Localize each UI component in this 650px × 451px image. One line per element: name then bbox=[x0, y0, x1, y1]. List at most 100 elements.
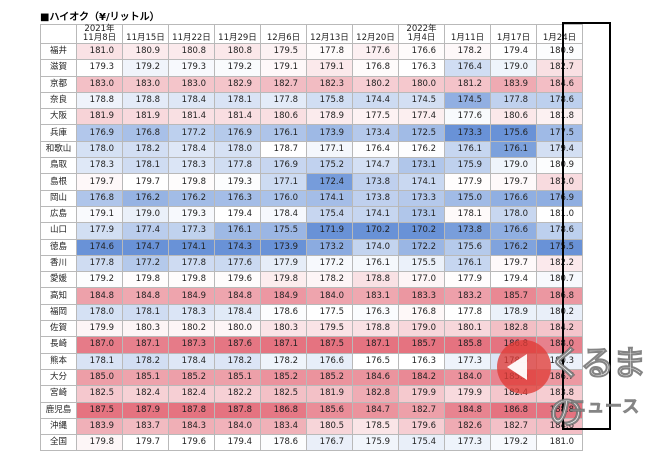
price-cell: 176.9 bbox=[214, 124, 261, 142]
price-cell: 180.7 bbox=[536, 271, 583, 289]
price-cell: 185.0 bbox=[76, 368, 123, 387]
prefecture-cell: 沖縄 bbox=[40, 417, 77, 436]
price-cell: 179.6 bbox=[214, 271, 261, 289]
price-cell: 176.2 bbox=[122, 189, 169, 207]
prefecture-cell: 京都 bbox=[40, 75, 77, 93]
price-cell: 184.3 bbox=[168, 417, 215, 436]
price-cell: 187.6 bbox=[214, 336, 261, 354]
column-header: 12月6日 bbox=[260, 24, 307, 44]
price-cell: 177.2 bbox=[306, 254, 353, 273]
price-cell: 180.2 bbox=[536, 303, 583, 322]
price-cell: 175.6 bbox=[490, 124, 537, 142]
price-cell: 177.2 bbox=[168, 124, 215, 142]
price-cell: 179.4 bbox=[214, 434, 261, 451]
price-cell: 179.0 bbox=[490, 59, 537, 77]
price-cell: 178.0 bbox=[76, 140, 123, 159]
price-cell: 179.1 bbox=[76, 205, 123, 224]
column-year: 2022年 bbox=[406, 24, 437, 34]
price-cell: 181.2 bbox=[444, 75, 491, 93]
table-row: 佐賀 179.9 180.3 180.2 180.0 180.3 179.5 178.8 179… bbox=[40, 320, 583, 338]
table-row: 大分 185.0 185.1 185.2 185.1 185.2 185.2 184.6 184… bbox=[40, 368, 583, 387]
price-cell: 187.1 bbox=[352, 336, 399, 354]
price-cell: 176.3 bbox=[214, 189, 261, 207]
price-cell: 179.2 bbox=[122, 59, 169, 77]
price-cell: 178.3 bbox=[76, 157, 123, 175]
price-cell: 177.8 bbox=[214, 157, 261, 175]
column-header: 12月20日 bbox=[352, 24, 399, 44]
price-cell: 187.5 bbox=[306, 336, 353, 354]
price-cell: 181.4 bbox=[214, 108, 261, 126]
price-cell: 176.7 bbox=[306, 434, 353, 451]
price-cell: 180.2 bbox=[168, 320, 215, 338]
price-cell: 173.1 bbox=[398, 205, 445, 224]
prefecture-cell: 鳥取 bbox=[40, 157, 77, 175]
table-row: 和歌山 178.0 178.2 178.4 178.0 178.7 177.1 176.4 17… bbox=[40, 140, 583, 159]
price-cell: 178.6 bbox=[260, 303, 307, 322]
price-cell: 179.3 bbox=[76, 59, 123, 77]
price-cell: 173.4 bbox=[352, 124, 399, 142]
column-header: 12月13日 bbox=[306, 24, 353, 44]
price-cell: 185.2 bbox=[306, 368, 353, 387]
prefecture-cell: 全国 bbox=[40, 434, 77, 451]
price-cell: 177.8 bbox=[168, 254, 215, 273]
price-cell: 176.1 bbox=[260, 124, 307, 142]
table-row: 奈良 178.8 178.8 178.4 178.1 177.8 175.8 174.4 174… bbox=[40, 91, 583, 110]
price-cell: 177.8 bbox=[76, 254, 123, 273]
table-row: 全国 179.8 179.7 179.6 179.4 178.6 176.7 175.9 175… bbox=[40, 434, 583, 451]
prefecture-cell: 岡山 bbox=[40, 189, 77, 207]
price-cell: 187.8 bbox=[214, 401, 261, 419]
column-date: 1月17日 bbox=[496, 33, 531, 43]
price-cell: 173.9 bbox=[306, 124, 353, 142]
price-cell: 179.6 bbox=[398, 417, 445, 436]
price-cell: 179.8 bbox=[122, 271, 169, 289]
price-cell: 175.5 bbox=[398, 254, 445, 273]
price-cell: 182.2 bbox=[536, 254, 583, 273]
price-cell: 179.6 bbox=[168, 434, 215, 451]
column-date: 11月29日 bbox=[218, 33, 257, 43]
price-cell: 176.8 bbox=[352, 59, 399, 77]
price-cell: 178.2 bbox=[260, 352, 307, 370]
price-cell: 178.8 bbox=[76, 91, 123, 110]
price-cell: 182.6 bbox=[444, 417, 491, 436]
price-cell: 177.3 bbox=[444, 352, 491, 370]
price-cell: 179.0 bbox=[122, 205, 169, 224]
price-cell: 178.0 bbox=[490, 205, 537, 224]
header-row: 2021年 11月8日 11月15日 11月22日 11月29日 12月6日 12月13日 1… bbox=[40, 24, 583, 44]
column-date: 1月4日 bbox=[407, 33, 436, 43]
price-cell: 180.6 bbox=[490, 108, 537, 126]
price-cell: 173.1 bbox=[398, 157, 445, 175]
price-cell: 183.2 bbox=[444, 287, 491, 305]
price-cell: 177.0 bbox=[398, 271, 445, 289]
price-cell: 173.8 bbox=[352, 189, 399, 207]
price-cell: 178.4 bbox=[168, 140, 215, 159]
prefecture-cell: 熊本 bbox=[40, 352, 77, 370]
price-cell: 185.2 bbox=[168, 368, 215, 387]
prefecture-cell: 奈良 bbox=[40, 91, 77, 110]
price-cell: 178.3 bbox=[168, 157, 215, 175]
price-cell: 183.3 bbox=[398, 287, 445, 305]
price-cell: 176.6 bbox=[490, 222, 537, 240]
price-cell: 174.1 bbox=[306, 189, 353, 207]
table-body: 福井 181.0 180.9 180.8 180.8 179.5 177.8 177.6 176… bbox=[40, 42, 583, 451]
price-cell: 175.9 bbox=[444, 157, 491, 175]
price-cell: 177.3 bbox=[168, 222, 215, 240]
price-cell: 174.7 bbox=[352, 157, 399, 175]
price-cell: 183.4 bbox=[260, 417, 307, 436]
column-header: 1月24日 bbox=[536, 24, 583, 44]
price-cell: 177.9 bbox=[444, 173, 491, 191]
price-cell: 181.0 bbox=[536, 434, 583, 451]
price-cell: 175.4 bbox=[398, 434, 445, 451]
price-cell: 176.1 bbox=[214, 222, 261, 240]
price-cell: 171.9 bbox=[306, 222, 353, 240]
price-cell: 186.8 bbox=[536, 287, 583, 305]
price-cell: 176.0 bbox=[260, 189, 307, 207]
table-row: 長崎 187.0 187.1 187.3 187.6 187.1 187.5 187.1 185… bbox=[40, 336, 583, 354]
price-cell: 179.4 bbox=[536, 140, 583, 159]
price-cell: 175.5 bbox=[260, 222, 307, 240]
price-cell: 183.7 bbox=[122, 417, 169, 436]
table-row: 高知 184.8 184.8 184.9 184.8 184.9 184.0 183.1 183… bbox=[40, 287, 583, 305]
price-cell: 178.2 bbox=[122, 352, 169, 370]
price-cell: 182.7 bbox=[398, 401, 445, 419]
price-cell: 182.8 bbox=[490, 320, 537, 338]
price-cell: 173.3 bbox=[398, 189, 445, 207]
